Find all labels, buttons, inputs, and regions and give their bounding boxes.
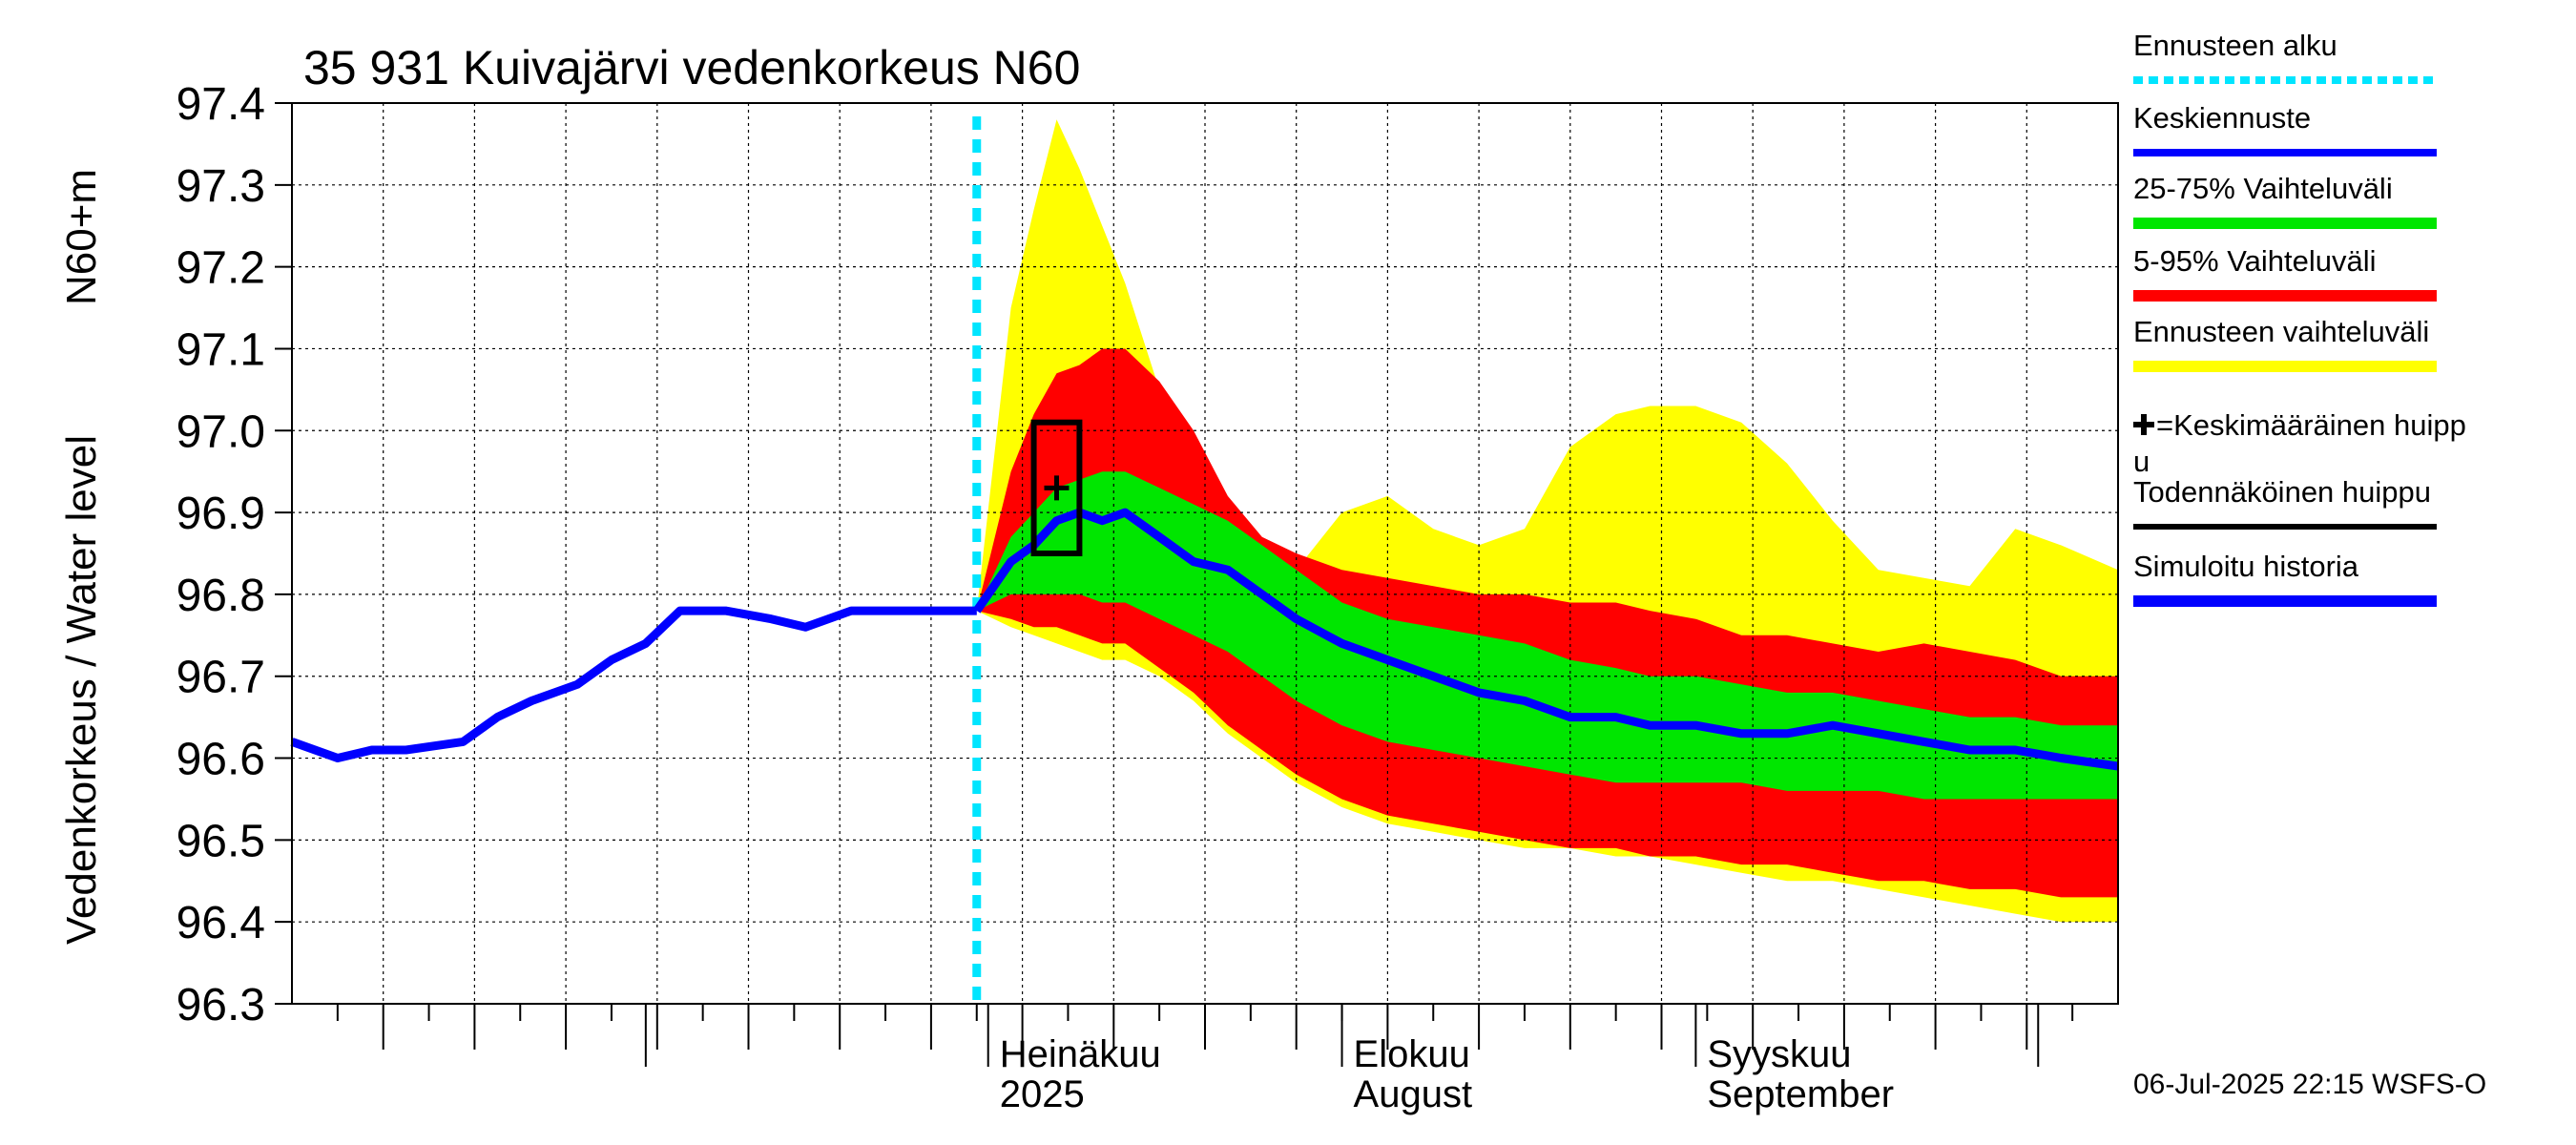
mean-peak-marker <box>1044 475 1070 501</box>
grid-lines <box>292 103 2118 1004</box>
x-year-label: 2025 <box>1000 1073 1085 1115</box>
y-axis-unit-label: N60+m <box>58 169 105 305</box>
x-year-label: September <box>1707 1073 1894 1115</box>
probable-peak-box <box>1030 419 1083 557</box>
legend-label: Keskiennuste <box>2133 101 2311 135</box>
y-tick-label: 96.8 <box>177 571 265 621</box>
chart-title: 35 931 Kuivajärvi vedenkorkeus N60 <box>303 41 1080 94</box>
y-tick-label: 97.2 <box>177 243 265 294</box>
y-tick-label: 96.4 <box>177 898 265 948</box>
x-month-label: Heinäkuu <box>1000 1033 1161 1075</box>
y-tick-label: 97.4 <box>177 79 265 130</box>
y-tick-label: 96.9 <box>177 489 265 539</box>
legend-label: 5-95% Vaihteluväli <box>2133 244 2376 278</box>
x-month-label: Elokuu <box>1354 1033 1470 1075</box>
series-lines <box>290 116 2119 1004</box>
band-25-75 <box>976 471 2118 800</box>
legend-label: Ennusteen vaihteluväli <box>2133 315 2429 348</box>
y-tick-label: 97.1 <box>177 324 265 375</box>
x-month-label: Syyskuu <box>1707 1033 1851 1075</box>
legend-label: Simuloitu historia <box>2133 550 2359 583</box>
y-tick-label: 96.6 <box>177 735 265 785</box>
forecast-bands <box>976 119 2118 923</box>
legend: Ennusteen alku Keskiennuste 25-75% Vaihtel… <box>2133 29 2466 607</box>
legend-label: Ennusteen alku <box>2133 29 2337 62</box>
legend-label: 25-75% Vaihteluväli <box>2133 172 2393 205</box>
y-axis: 96.3 96.4 96.5 96.6 96.7 96.8 96.9 97.0 97.1 97.2… <box>177 79 292 1030</box>
y-tick-label: 97.0 <box>177 406 265 457</box>
x-year-label: August <box>1354 1073 1473 1115</box>
y-tick-label: 96.7 <box>177 653 265 703</box>
legend-plus-icon <box>2133 414 2154 435</box>
footer-timestamp: 06-Jul-2025 22:15 WSFS-O <box>2133 1069 2486 1100</box>
median-forecast-line <box>973 508 2119 771</box>
y-tick-label: 96.3 <box>177 980 265 1030</box>
simulated-history-line <box>290 606 977 762</box>
y-tick-label: 97.3 <box>177 161 265 212</box>
legend-label: Todennäköinen huippu <box>2133 475 2431 509</box>
legend-label: =Keskimääräinen huipp <box>2156 408 2466 442</box>
y-tick-label: 96.5 <box>177 816 265 866</box>
y-axis-label: Vedenkorkeus / Water level <box>58 435 105 945</box>
legend-label: u <box>2133 445 2150 478</box>
